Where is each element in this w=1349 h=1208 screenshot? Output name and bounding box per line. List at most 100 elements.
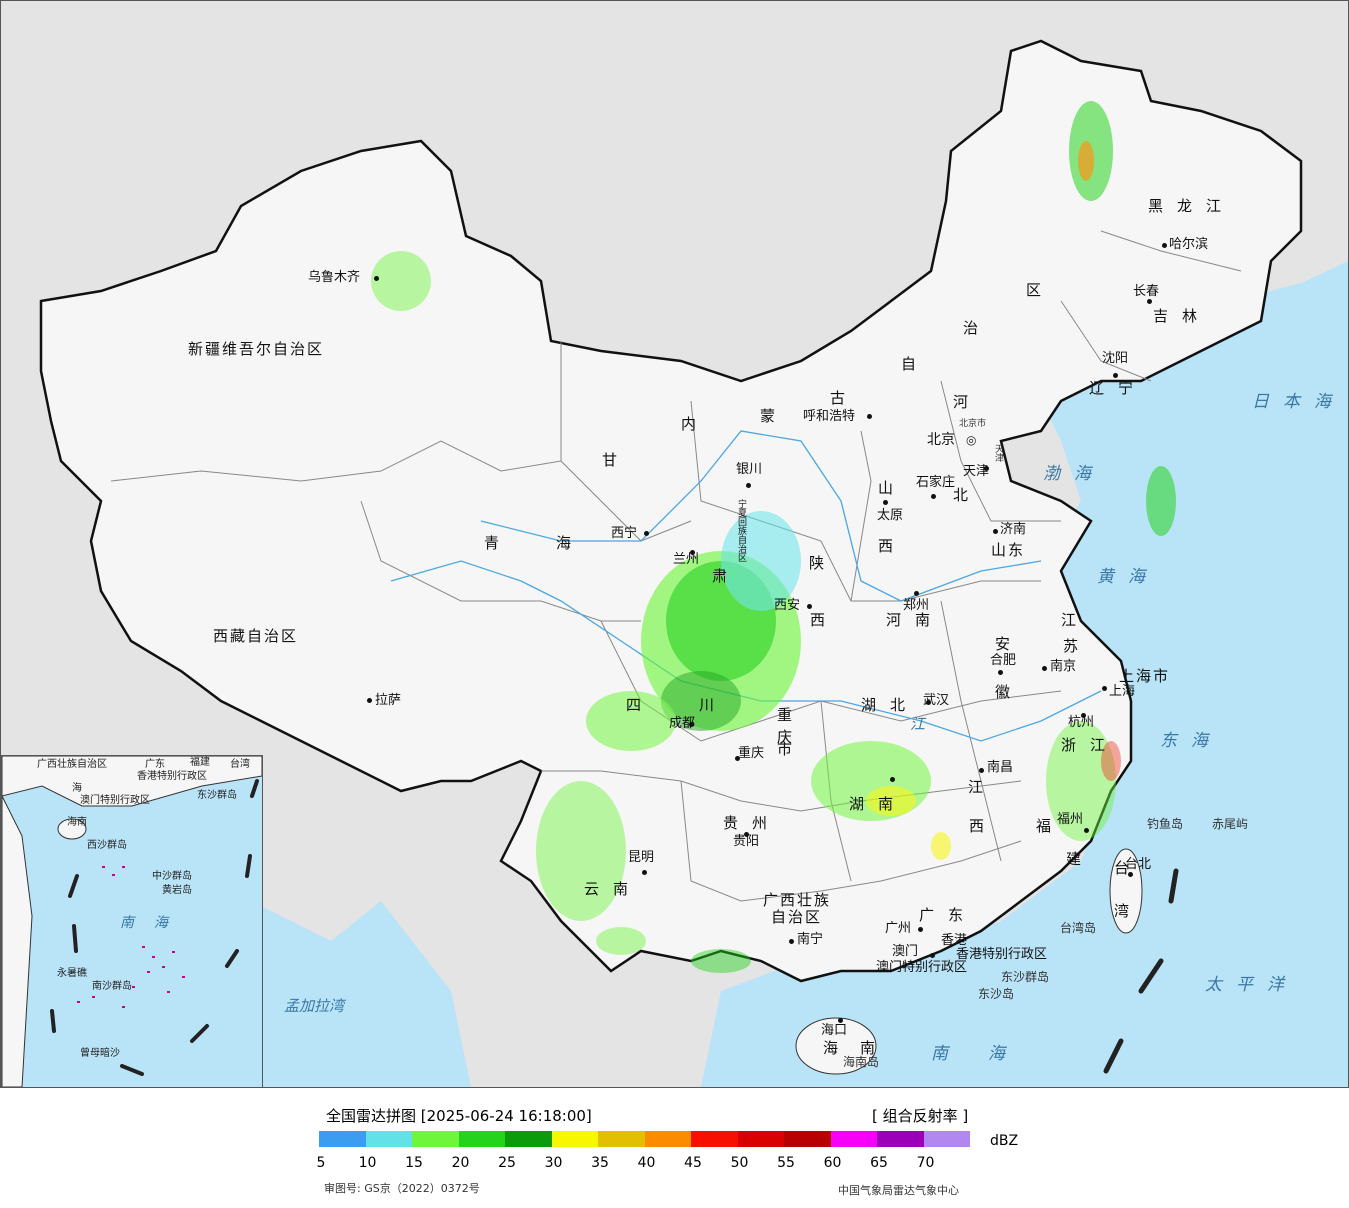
inset-sea-char: 海: [72, 783, 82, 794]
legend-tick-label: 45: [684, 1155, 702, 1171]
city-nanning: 南宁: [797, 932, 824, 947]
city-hohhot: 呼和浩特: [803, 409, 856, 424]
city-dot: [1113, 373, 1118, 378]
inset-fujian: 福建: [190, 757, 210, 768]
province-hunan: 湖南: [849, 795, 908, 813]
city-xian: 西安: [774, 598, 801, 613]
sea-south: 南海: [931, 1044, 1045, 1064]
city-xining: 西宁: [611, 526, 638, 541]
city-yinchuan: 银川: [736, 462, 763, 477]
city-shenyang: 沈阳: [1102, 351, 1129, 366]
province-fujian-2: 建: [1066, 850, 1084, 868]
province-shaanxi-2: 西: [810, 611, 828, 629]
city-taipei: 台北: [1125, 857, 1152, 872]
city-dot: [993, 529, 998, 534]
province-shanxi-2: 西: [878, 537, 896, 555]
city-fuzhou: 福州: [1057, 812, 1084, 827]
legend-swatch: [877, 1131, 924, 1147]
city-tianjin: 天津: [963, 464, 990, 479]
legend-product: [ 组合反射率 ]: [872, 1107, 969, 1125]
city-chengdu: 成都: [669, 716, 696, 731]
map-canvas: [39, 39, 1348, 1087]
city-hefei: 合肥: [990, 653, 1017, 668]
province-henan: 河南: [886, 611, 945, 629]
inset-taiwan: 台湾: [230, 759, 250, 770]
city-dot: [998, 670, 1003, 675]
sea-pacific: 太平洋: [1205, 975, 1298, 995]
province-neimenggu-6: 区: [1026, 281, 1044, 299]
sea-boundary: [1103, 868, 1179, 1074]
city-dot: [644, 531, 649, 536]
legend-tick-label: 10: [358, 1155, 377, 1171]
city-dot: [931, 494, 936, 499]
city-dot: [838, 1018, 843, 1023]
inset-dongsha: 东沙群岛: [197, 790, 237, 801]
inset-guangxi: 广西壮族自治区: [37, 759, 107, 770]
legend-tick-label: 50: [730, 1155, 749, 1171]
inset-south-sea: 南海: [120, 915, 188, 931]
ocean-east: [701, 271, 1348, 1087]
city-taiyuan: 太原: [877, 508, 904, 523]
legend-tick-label: 70: [916, 1155, 935, 1171]
city-dot: [867, 414, 872, 419]
legend-swatch: [737, 1131, 784, 1147]
province-jiangsu-2: 苏: [1063, 637, 1081, 655]
city-lanzhou: 兰州: [673, 552, 700, 567]
legend-swatch: [505, 1131, 552, 1147]
province-fujian-1: 福: [1036, 817, 1054, 835]
city-chongqing: 重庆: [738, 746, 765, 761]
city-zhengzhou: 郑州: [903, 598, 930, 613]
province-hainan-2: 南: [860, 1039, 878, 1057]
province-anhui-1: 安: [995, 635, 1013, 653]
city-dot: [1042, 666, 1047, 671]
province-jilin: 吉林: [1153, 307, 1212, 325]
province-neimenggu-5: 治: [963, 319, 981, 337]
province-neimenggu-4: 自: [901, 355, 919, 373]
city-beijing: 北京: [927, 432, 955, 448]
city-dot: [807, 604, 812, 609]
legend-swatch: [830, 1131, 877, 1147]
inset-xisha: 西沙群岛: [87, 840, 127, 851]
inset-huangyan: 黄岩岛: [162, 885, 192, 896]
city-dot: [1128, 872, 1133, 877]
city-nanchang: 南昌: [987, 760, 1014, 775]
province-jiangxi-2: 西: [969, 817, 987, 835]
province-shandong: 山东: [991, 541, 1026, 559]
city-dot: [1081, 713, 1086, 718]
legend-tick-label: 55: [777, 1155, 795, 1171]
province-chongqing-3: 市: [777, 740, 795, 758]
legend-tick-label: 30: [544, 1155, 563, 1171]
legend-swatch: [319, 1131, 366, 1147]
city-dot: [914, 591, 919, 596]
province-zhejiang: 浙江: [1061, 736, 1120, 754]
inset-macau: 澳门特别行政区: [80, 795, 150, 806]
island-dongsha-group: 东沙群岛: [1001, 970, 1050, 984]
sea-bohai: 渤海: [1043, 464, 1105, 484]
sea-yellow: 黄海: [1097, 567, 1159, 587]
radar-map: 新疆维吾尔自治区 西藏自治区 青 海 甘 肃 内 蒙 古 自 治 区 黑龙江 吉…: [0, 0, 1349, 1088]
city-dot: [689, 722, 694, 727]
color-scale: [319, 1131, 970, 1147]
city-dot: [642, 870, 647, 875]
review-number: 审图号: GS京（2022）0372号: [324, 1182, 480, 1195]
province-shanghai: 上海市: [1119, 667, 1171, 685]
province-ningxia: 宁夏回族自治区: [738, 500, 748, 564]
legend-swatch: [598, 1131, 645, 1147]
city-dot: [744, 832, 749, 837]
province-jiangsu-1: 江: [1061, 611, 1079, 629]
legend-tick-label: 40: [637, 1155, 656, 1171]
city-kunming: 昆明: [628, 850, 655, 865]
city-hongkong: 香港: [941, 933, 968, 948]
city-macau: 澳门: [892, 944, 919, 959]
inset-canvas: [2, 756, 262, 1087]
legend-title: 全国雷达拼图 [2025-06-24 16:18:00]: [326, 1107, 592, 1125]
city-dot: [930, 953, 935, 958]
city-wuhan: 武汉: [923, 693, 950, 708]
inset-guangdong: 广东: [145, 759, 165, 770]
inset-zhongsha: 中沙群岛: [152, 871, 192, 882]
legend-swatch: [784, 1131, 831, 1147]
province-gansu-1: 甘: [602, 451, 620, 469]
inset-yongshu: 永暑礁: [57, 968, 87, 979]
city-tianjin-small: 天津: [995, 445, 1005, 464]
province-sichuan-2: 川: [699, 696, 717, 714]
